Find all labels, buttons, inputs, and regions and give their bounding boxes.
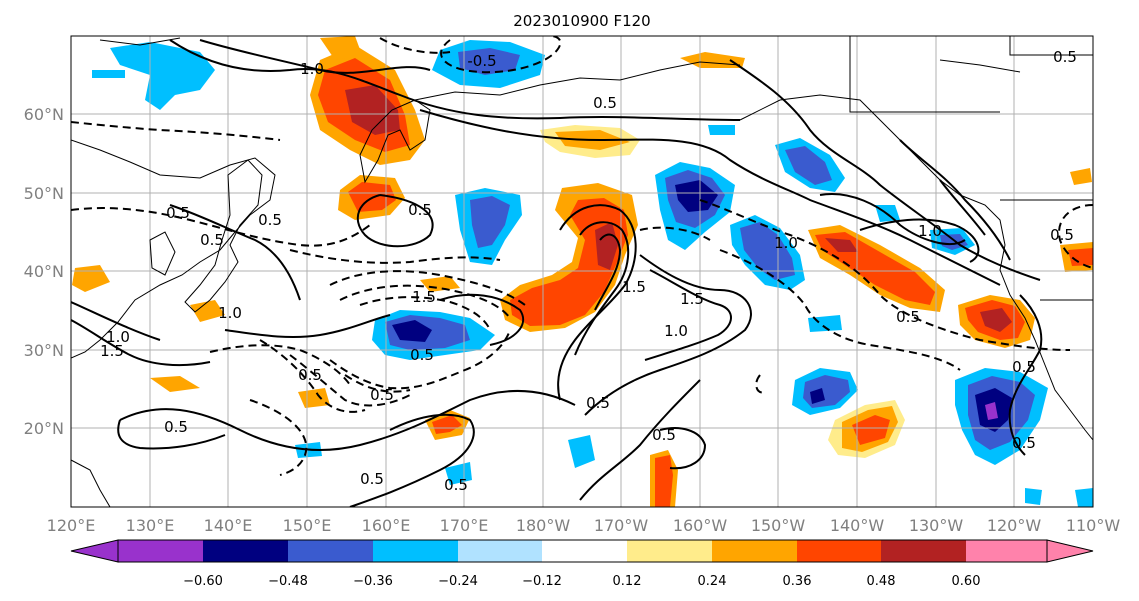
- lat-label: 40°N: [24, 262, 64, 281]
- colorbar-segment: [203, 540, 288, 562]
- positive-contours: [71, 39, 1043, 507]
- colorbar-outline: [117, 539, 1048, 563]
- contour-label: 1.5: [412, 288, 436, 306]
- contour-label: 1.5: [100, 342, 124, 360]
- shaded-anomalies: [72, 36, 1093, 507]
- lon-label: 120°W: [987, 516, 1042, 535]
- colorbar-segment: [288, 540, 373, 562]
- colorbar-extend-low: [70, 539, 119, 563]
- contour-label: 1.0: [774, 234, 798, 252]
- colorbar-tick-label: −0.12: [522, 574, 562, 589]
- lon-label: 170°E: [440, 516, 489, 535]
- lon-label: 160°E: [362, 516, 411, 535]
- contour-label: 0.5: [1012, 434, 1036, 452]
- contour-label: 0.5: [410, 346, 434, 364]
- contour-label: 0.5: [593, 94, 617, 112]
- colorbar-tick-label: 0.24: [698, 574, 727, 589]
- colorbar-extend-high: [1046, 539, 1094, 563]
- contour-labels: 1.0 -0.5 0.5 0.5 0.5 0.5 1.0 1.0 1.5 1.5…: [100, 48, 1077, 494]
- colorbar-tick-label: −0.24: [438, 574, 478, 589]
- coastlines: [71, 36, 1093, 507]
- lat-label: 50°N: [24, 184, 64, 203]
- lon-label: 130°E: [126, 516, 175, 535]
- contour-label: 0.5: [444, 476, 468, 494]
- colorbar-tick-label: −0.48: [268, 574, 308, 589]
- map-panel: 1.0 -0.5 0.5 0.5 0.5 0.5 1.0 1.0 1.5 1.5…: [71, 36, 1093, 507]
- lat-label: 60°N: [24, 105, 64, 124]
- colorbar-tick-label: 0.36: [783, 574, 812, 589]
- contour-label: 0.5: [586, 394, 610, 412]
- lon-label: 160°W: [673, 516, 728, 535]
- contour-label: 0.5: [164, 418, 188, 436]
- colorbar-segment: [118, 540, 203, 562]
- negative-anomaly-siberia: [110, 42, 215, 110]
- contour-label: 0.5: [166, 204, 190, 222]
- contour-label: 0.5: [1050, 226, 1074, 244]
- colorbar-segment: [966, 540, 1047, 562]
- contour-label: 0.5: [360, 470, 384, 488]
- lon-label: 150°E: [283, 516, 332, 535]
- contour-label: 0.5: [1053, 48, 1077, 66]
- contour-label: 0.5: [298, 366, 322, 384]
- contour-label: 0.5: [1012, 358, 1036, 376]
- contour-label: -0.5: [467, 52, 496, 70]
- map-title: 2023010900 F120: [513, 12, 650, 30]
- colorbar-segment: [627, 540, 712, 562]
- lat-label: 20°N: [24, 419, 64, 438]
- colorbar-segment: [373, 540, 458, 562]
- colorbar-segment: [542, 540, 627, 562]
- contour-label: 1.0: [218, 304, 242, 322]
- contour-label: 1.0: [918, 222, 942, 240]
- colorbar-tick-label: 0.12: [613, 574, 642, 589]
- longitude-labels: 120°E 130°E 140°E 150°E 160°E 170°E 180°…: [47, 516, 1121, 535]
- colorbar-tick-label: −0.60: [183, 574, 223, 589]
- contour-label: 0.5: [408, 201, 432, 219]
- colorbar-tick-label: 0.60: [952, 574, 981, 589]
- contour-label: 0.5: [652, 426, 676, 444]
- map-gridlines: [71, 36, 1093, 507]
- contour-label: 0.5: [258, 211, 282, 229]
- colorbar-segment: [797, 540, 881, 562]
- map-frame: [70, 35, 1094, 508]
- contour-label: 0.5: [896, 308, 920, 326]
- lon-label: 140°W: [830, 516, 885, 535]
- contour-label: 0.5: [200, 231, 224, 249]
- lon-label: 120°E: [47, 516, 96, 535]
- colorbar: −0.60 −0.48 −0.36 −0.24 −0.12 0.12 0.24 …: [70, 539, 1094, 589]
- lat-label: 30°N: [24, 341, 64, 360]
- colorbar-segment: [881, 540, 966, 562]
- colorbar-segment: [458, 540, 542, 562]
- lon-label: 130°W: [909, 516, 964, 535]
- contour-label: 1.0: [664, 322, 688, 340]
- latitude-labels: 60°N 50°N 40°N 30°N 20°N: [24, 105, 64, 438]
- lon-label: 170°W: [594, 516, 649, 535]
- lon-label: 140°E: [204, 516, 253, 535]
- lon-label: 110°W: [1066, 516, 1121, 535]
- contour-label: 0.5: [370, 386, 394, 404]
- colorbar-segment: [712, 540, 797, 562]
- colorbar-tick-label: 0.48: [867, 574, 896, 589]
- contour-label: 1.0: [300, 60, 324, 78]
- contour-label: 1.5: [622, 278, 646, 296]
- negative-contours: [71, 36, 1093, 476]
- colorbar-tick-label: −0.36: [353, 574, 393, 589]
- contour-label: 1.5: [680, 290, 704, 308]
- contour-label: 1.0: [106, 328, 130, 346]
- lon-label: 150°W: [751, 516, 806, 535]
- lon-label: 180°W: [516, 516, 571, 535]
